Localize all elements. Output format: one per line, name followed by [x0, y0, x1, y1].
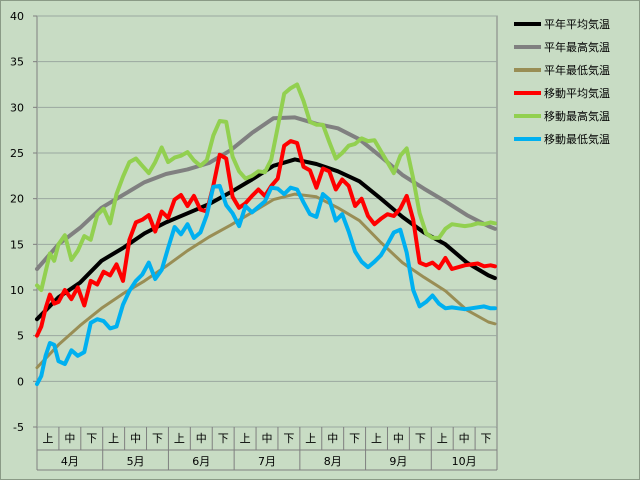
y-tick-label: 5: [17, 330, 24, 343]
x-period-label: 下: [152, 432, 163, 445]
x-month-label: 5月: [127, 455, 145, 468]
series-line-3: [35, 192, 497, 370]
x-period-label: 上: [371, 432, 382, 445]
y-tick-label: 40: [10, 10, 24, 23]
series-line-6: [35, 183, 497, 387]
series-lines: [35, 82, 497, 387]
y-tick-label: 10: [10, 284, 24, 297]
x-axis: 上中下4月上中下5月上中下6月上中下7月上中下8月上中下9月上中下10月: [36, 427, 498, 471]
x-period-label: 下: [481, 432, 492, 445]
plot-area: [36, 15, 498, 428]
x-period-label: 上: [42, 432, 53, 445]
y-tick-label: -5: [13, 421, 24, 434]
y-axis: -5 0 5 10 15 20 25 30 35 40: [10, 10, 37, 434]
x-period-label: 下: [283, 432, 294, 445]
y-tick-label: 0: [17, 375, 24, 388]
legend-label: 移動最高気温: [544, 109, 610, 123]
legend-label: 移動平均気温: [544, 86, 610, 100]
x-period-label: 上: [305, 432, 316, 445]
x-period-label: 中: [327, 432, 338, 445]
x-period-label: 上: [174, 432, 185, 445]
y-tick-label: 35: [10, 56, 24, 69]
x-month-label: 6月: [192, 455, 210, 468]
x-month-label: 7月: [258, 455, 276, 468]
legend-label: 平年平均気温: [544, 17, 610, 31]
x-month-label: 8月: [324, 455, 342, 468]
x-period-label: 下: [86, 432, 97, 445]
x-period-label: 上: [437, 432, 448, 445]
gridlines: [37, 15, 497, 428]
y-tick-label: 25: [10, 147, 24, 160]
x-period-label: 上: [240, 432, 251, 445]
x-period-label: 中: [459, 432, 470, 445]
series-line-4: [35, 139, 497, 338]
x-month-label: 4月: [61, 455, 79, 468]
y-tick-label: 30: [10, 101, 24, 114]
series-line-5: [35, 82, 497, 292]
x-period-label: 下: [218, 432, 229, 445]
legend-label: 平年最高気温: [544, 40, 610, 54]
x-period-label: 中: [196, 432, 207, 445]
x-period-label: 中: [130, 432, 141, 445]
legend-label: 移動最低気温: [544, 132, 610, 146]
x-month-label: 10月: [452, 455, 477, 468]
x-period-label: 中: [262, 432, 273, 445]
x-period-label: 下: [349, 432, 360, 445]
x-period-label: 下: [415, 432, 426, 445]
x-month-label: 9月: [389, 455, 407, 468]
y-tick-label: 20: [10, 193, 24, 206]
legend-label: 平年最低気温: [544, 63, 610, 77]
y-tick-label: 15: [10, 238, 24, 251]
x-period-label: 中: [393, 432, 404, 445]
x-period-label: 上: [108, 432, 119, 445]
plot-area-rect: [36, 15, 498, 428]
x-period-label: 中: [64, 432, 75, 445]
